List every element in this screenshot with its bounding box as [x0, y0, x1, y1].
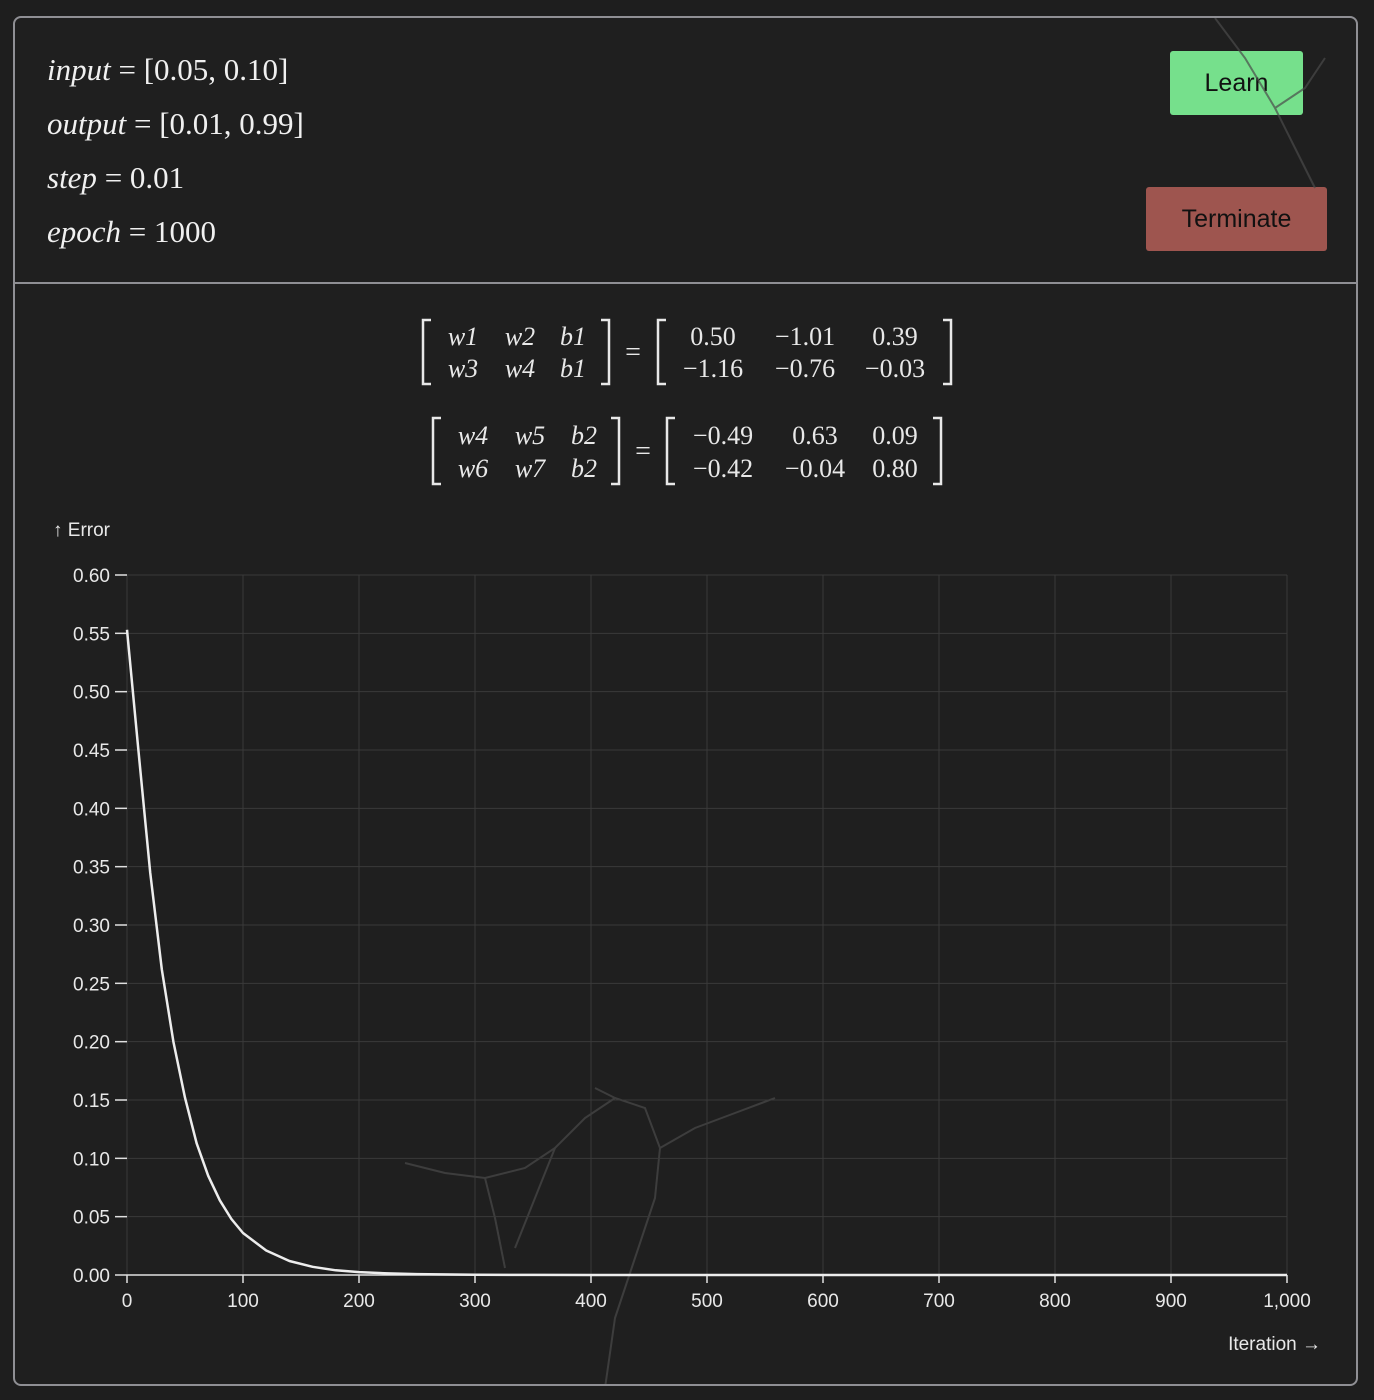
matrix-2-label: w4	[458, 421, 488, 450]
chart-grid	[126, 574, 1288, 1276]
error-chart: 0.00 0.05 0.10 0.15 0.20 0.25 0.30 0.35 0.40 0.45…	[53, 18, 1326, 1384]
matrix-2-value: 0.09	[872, 421, 918, 450]
matrix-2-equals: =	[635, 436, 651, 467]
matrix-1-labels-left-bracket	[421, 318, 431, 386]
branch-stroke	[659, 1097, 776, 1149]
matrix-2-values-right-bracket	[933, 416, 943, 486]
y-tick-label: 0.15	[73, 1091, 110, 1112]
param-input-value: [0.05, 0.10]	[143, 52, 289, 87]
param-output-name: output	[47, 106, 127, 141]
matrix-2-value: −0.04	[785, 454, 845, 483]
matrix-1-values-left-bracket	[656, 318, 666, 386]
neural-net-panel: input = [0.05, 0.10] output = [0.01, 0.9…	[13, 16, 1358, 1386]
param-epoch-value: 1000	[154, 214, 217, 249]
matrix-2-value: 0.80	[872, 454, 918, 483]
y-tick-label: 0.50	[73, 683, 110, 704]
matrix-1-equals: =	[625, 337, 641, 368]
matrix-2-value: −0.49	[693, 421, 753, 450]
matrix-2-labels-left-bracket	[431, 416, 441, 486]
y-tick-label: 0.60	[73, 566, 110, 587]
x-tick-label: 900	[1155, 1291, 1187, 1312]
param-output-value: [0.01, 0.99]	[159, 106, 304, 141]
y-tick-label: 0.20	[73, 1033, 110, 1054]
y-tick-label: 0.10	[73, 1149, 110, 1170]
y-tick-label: 0.05	[73, 1208, 110, 1229]
terminate-button[interactable]: Terminate	[1146, 187, 1327, 251]
matrix-1-value: −1.01	[775, 322, 835, 351]
x-tick-label: 1,000	[1263, 1291, 1311, 1312]
x-tick-label: 100	[227, 1291, 259, 1312]
matrix-1-value: −0.76	[775, 354, 835, 383]
matrix-2-labels-right-bracket	[611, 416, 621, 486]
y-tick-label: 0.25	[73, 974, 110, 995]
matrix-1-value: −0.03	[865, 354, 925, 383]
matrix-1-label: w3	[448, 354, 478, 383]
matrix-1-label: b1	[560, 354, 586, 383]
branch-stroke	[404, 1097, 616, 1180]
branch-stroke	[594, 1087, 662, 1384]
matrix-1-label: w2	[505, 322, 535, 351]
matrix-2-label: w7	[515, 454, 546, 483]
x-tick-label: 0	[122, 1291, 133, 1312]
y-tick-label: 0.35	[73, 858, 110, 879]
y-tick-label: 0.30	[73, 916, 110, 937]
y-tick-label: 0.55	[73, 624, 110, 645]
x-tick-label: 600	[807, 1291, 839, 1312]
x-tick-label: 400	[575, 1291, 607, 1312]
branch-stroke	[1214, 18, 1316, 189]
param-epoch-name: epoch	[47, 214, 122, 249]
y-axis-label: ↑ Error	[53, 520, 111, 541]
branch-stroke	[514, 1147, 556, 1249]
x-tick-label: 300	[459, 1291, 491, 1312]
weight-matrices: = w1 w2 b1 w3 w4 b1 0.50 −1.01 0.39 −1.16 −0.76 −0.0…	[421, 318, 953, 486]
param-epoch: epoch = 1000	[47, 214, 217, 249]
matrix-1-value: 0.50	[690, 322, 736, 351]
parameters-header: input = [0.05, 0.10] output = [0.01, 0.9…	[15, 18, 1356, 284]
matrix-1-label: w4	[505, 354, 535, 383]
matrix-2-label: w5	[515, 421, 545, 450]
matrix-1-label: b1	[560, 322, 586, 351]
error-series-line-1	[125, 629, 1287, 1277]
y-tick-label: 0.00	[73, 1266, 110, 1287]
matrix-1-value: 0.39	[872, 322, 918, 351]
param-step: step = 0.01	[47, 160, 185, 195]
decorative-branch-pattern	[404, 18, 1326, 1384]
matrix-1-value: −1.16	[683, 354, 743, 383]
matrix-2-label: b2	[571, 454, 597, 483]
matrix-2-values-left-bracket	[665, 416, 675, 486]
matrix-2-label: w6	[458, 454, 488, 483]
y-tick-label: 0.45	[73, 741, 110, 762]
x-axis-label: Iteration →	[1228, 1334, 1321, 1355]
branch-stroke	[484, 1177, 506, 1269]
x-tick-label: 500	[691, 1291, 723, 1312]
param-step-name: step	[47, 160, 97, 195]
matrix-1-label: w1	[448, 322, 478, 351]
param-output: output = [0.01, 0.99]	[47, 106, 304, 141]
x-tick-label: 800	[1039, 1291, 1071, 1312]
branch-stroke	[1274, 57, 1326, 109]
param-step-value: 0.01	[129, 160, 185, 195]
x-tick-label: 700	[923, 1291, 955, 1312]
matrix-2-label: b2	[571, 421, 597, 450]
matrix-1-labels-right-bracket	[601, 318, 611, 386]
param-input: input = [0.05, 0.10]	[47, 52, 289, 87]
matrix-2-value: 0.63	[792, 421, 838, 450]
matrix-1-values-right-bracket	[943, 318, 953, 386]
y-tick-label: 0.40	[73, 799, 110, 820]
param-input-name: input	[47, 52, 111, 87]
matrix-2-value: −0.42	[693, 454, 753, 483]
x-tick-label: 200	[343, 1291, 375, 1312]
